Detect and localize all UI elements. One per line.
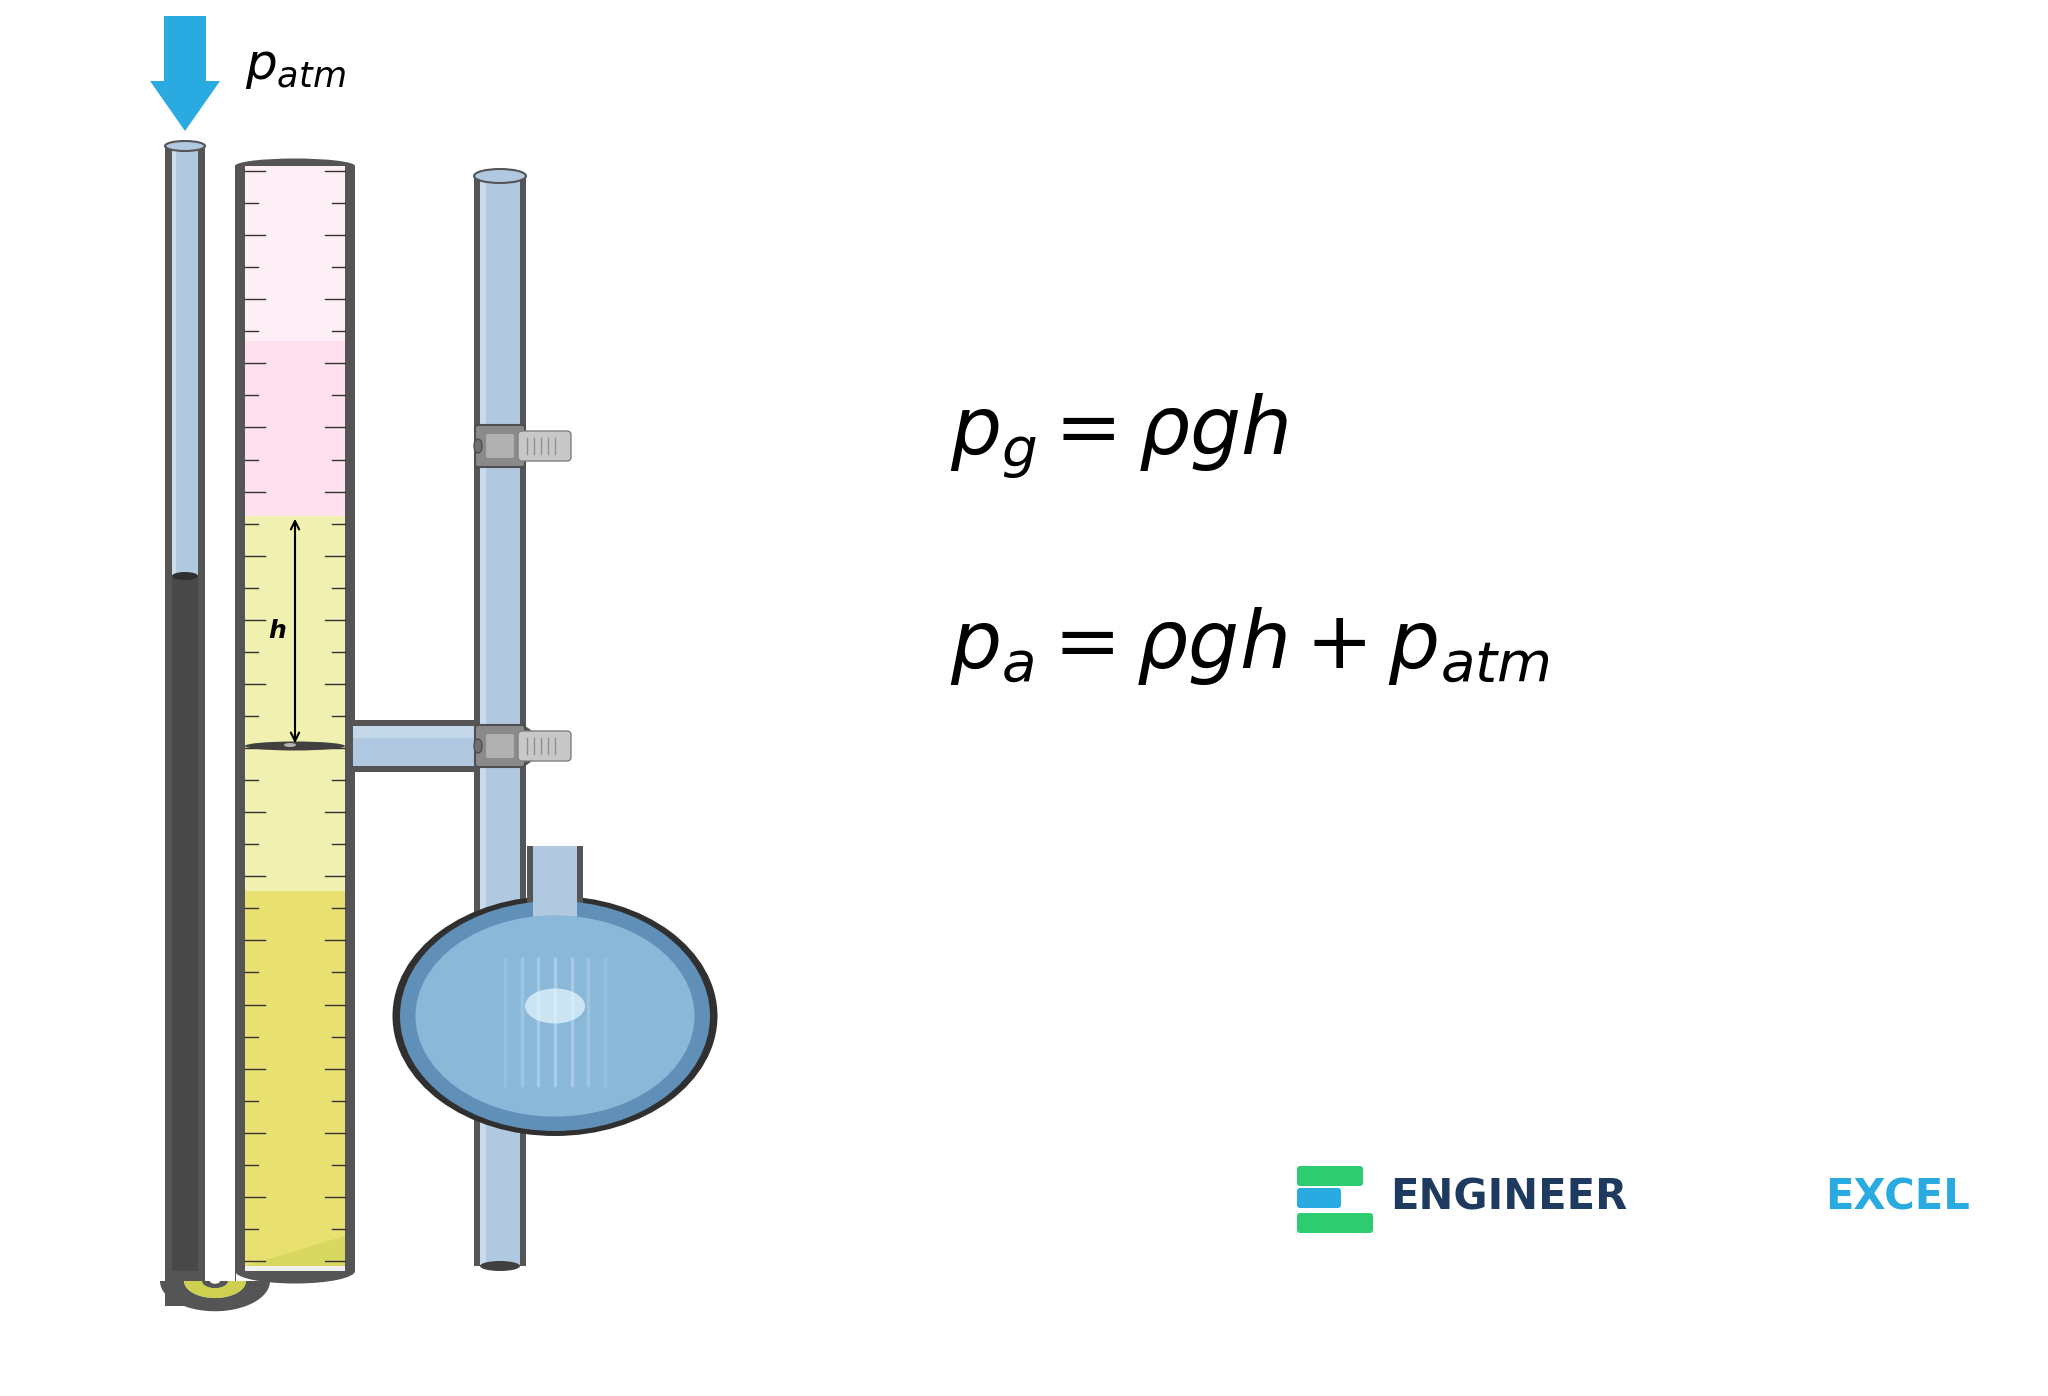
Ellipse shape <box>236 159 354 173</box>
FancyBboxPatch shape <box>485 734 514 758</box>
Polygon shape <box>479 176 520 1266</box>
FancyBboxPatch shape <box>475 725 524 766</box>
Ellipse shape <box>393 896 717 1136</box>
FancyBboxPatch shape <box>1296 1188 1341 1208</box>
Polygon shape <box>246 166 344 1270</box>
Ellipse shape <box>172 572 199 579</box>
Text: EXCEL: EXCEL <box>1825 1177 1970 1219</box>
Ellipse shape <box>166 141 205 151</box>
Polygon shape <box>246 1235 344 1266</box>
Ellipse shape <box>473 438 481 452</box>
FancyBboxPatch shape <box>518 732 571 761</box>
Ellipse shape <box>399 900 711 1131</box>
Polygon shape <box>479 176 485 1266</box>
FancyBboxPatch shape <box>1296 1166 1364 1187</box>
Polygon shape <box>352 726 500 766</box>
Polygon shape <box>172 147 199 1270</box>
Ellipse shape <box>469 726 530 766</box>
Ellipse shape <box>473 738 481 752</box>
Polygon shape <box>184 1282 246 1298</box>
Polygon shape <box>526 846 584 935</box>
Polygon shape <box>166 1270 205 1307</box>
Ellipse shape <box>416 916 694 1117</box>
Text: $p_a = \rho g h + p_{atm}$: $p_a = \rho g h + p_{atm}$ <box>950 604 1550 687</box>
Polygon shape <box>473 176 526 1266</box>
Ellipse shape <box>524 988 586 1023</box>
Polygon shape <box>246 341 344 517</box>
Text: $\bfit{h}$: $\bfit{h}$ <box>268 618 287 644</box>
Ellipse shape <box>473 169 526 183</box>
Ellipse shape <box>461 720 539 772</box>
Polygon shape <box>160 1282 270 1311</box>
Polygon shape <box>246 891 344 1266</box>
FancyBboxPatch shape <box>1296 1213 1372 1233</box>
Polygon shape <box>352 726 500 738</box>
FancyBboxPatch shape <box>485 434 514 458</box>
Polygon shape <box>532 846 578 935</box>
FancyBboxPatch shape <box>518 431 571 461</box>
Polygon shape <box>184 1282 246 1298</box>
FancyBboxPatch shape <box>475 424 524 468</box>
Polygon shape <box>166 147 205 1270</box>
Polygon shape <box>150 15 219 131</box>
Text: $p_{atm}$: $p_{atm}$ <box>246 42 346 91</box>
Polygon shape <box>246 517 344 891</box>
Polygon shape <box>352 720 500 772</box>
Ellipse shape <box>479 1261 520 1270</box>
Polygon shape <box>246 166 344 341</box>
Ellipse shape <box>285 743 297 747</box>
Ellipse shape <box>236 1259 354 1283</box>
Polygon shape <box>236 166 354 1270</box>
Ellipse shape <box>246 741 344 751</box>
Polygon shape <box>172 577 199 1270</box>
Polygon shape <box>172 147 176 1270</box>
Text: ENGINEER: ENGINEER <box>1391 1177 1628 1219</box>
Text: $p_g = \rho g h$: $p_g = \rho g h$ <box>950 392 1288 480</box>
